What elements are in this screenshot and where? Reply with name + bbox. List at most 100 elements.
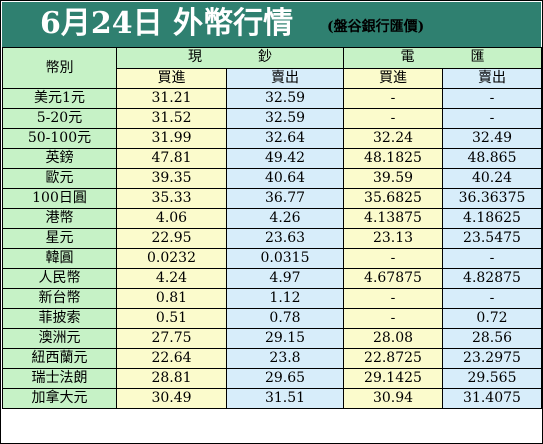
wire-group-char-1: 電 [400,49,415,66]
cash-buy-cell: 27.75 [116,328,227,349]
cash-buy-cell: 30.49 [116,388,227,409]
cash-group-char-1: 現 [188,49,202,66]
cash-sell-cell: 32.59 [226,108,344,129]
wire-buy-header: 買進 [343,67,443,89]
wire-sell-header: 賣出 [442,67,542,89]
cash-buy-header: 買進 [116,67,227,89]
currency-cell: 韓圓 [2,248,117,269]
cash-buy-cell: 47.81 [116,148,227,169]
wire-buy-cell: 28.08 [343,328,443,349]
currency-cell: 人民幣 [2,268,117,289]
table-row: 100日圓 35.33 36.77 35.6825 36.36375 [2,188,542,209]
wire-sell-cell: 28.56 [442,328,542,349]
currency-cell: 100日圓 [2,188,117,209]
table-row: 新台幣 0.81 1.12- - [2,288,542,309]
table-row: 菲披索 0.51 0.78-0.72 [2,308,542,329]
table-row: 韓圓 0.0232 0.0315- - [2,248,542,269]
table-row: 人民幣 4.24 4.97 4.67875 4.82875 [2,268,542,289]
cash-group-header: 現鈔 [116,47,344,69]
currency-cell: 澳洲元 [2,328,117,349]
wire-buy-cell: 48.1825 [343,148,443,169]
wire-buy-cell: - [343,108,443,129]
cash-sell-cell: 0.78 [226,308,344,329]
table-row: 星元 22.95 23.63 23.13 23.5475 [2,228,542,249]
wire-buy-cell: 32.24 [343,128,443,149]
wire-buy-cell: - [343,288,443,309]
cash-sell-cell: 32.64 [226,128,344,149]
table-row: 美元1元 31.21 32.59- - [2,88,542,109]
table-row: 50-100元 31.99 32.64 32.24 32.49 [2,128,542,149]
wire-sell-cell: - [442,108,542,129]
cash-sell-cell: 4.97 [226,268,344,289]
wire-sell-cell: 36.36375 [442,188,542,209]
wire-buy-cell: - [343,308,443,329]
cash-buy-cell: 4.24 [116,268,227,289]
cash-buy-cell: 0.0232 [116,248,227,269]
cash-sell-cell: 23.8 [226,348,344,369]
cash-sell-cell: 0.0315 [226,248,344,269]
cash-buy-cell: 22.64 [116,348,227,369]
currency-cell: 星元 [2,228,117,249]
wire-buy-cell: 30.94 [343,388,443,409]
cash-sell-cell: 40.64 [226,168,344,189]
rate-rows: 美元1元 31.21 32.59- -5-20元 31.52 32.59- -50-100元… [2,88,542,409]
currency-cell: 瑞士法朗 [2,368,117,389]
wire-buy-cell: 29.1425 [343,368,443,389]
currency-header: 幣別 [2,47,117,89]
cash-buy-cell: 28.81 [116,368,227,389]
cash-buy-cell: 35.33 [116,188,227,209]
wire-buy-cell: 4.13875 [343,208,443,229]
cash-sell-cell: 1.12 [226,288,344,309]
page-title: 6月24日 外幣行情 [40,6,294,41]
cash-sell-cell: 29.15 [226,328,344,349]
cash-buy-cell: 31.99 [116,128,227,149]
cash-sell-cell: 23.63 [226,228,344,249]
currency-cell: 紐西蘭元 [2,348,117,369]
wire-buy-cell: 22.8725 [343,348,443,369]
wire-buy-cell: 23.13 [343,228,443,249]
cash-sell-cell: 36.77 [226,188,344,209]
cash-buy-cell: 39.35 [116,168,227,189]
cash-buy-cell: 0.81 [116,288,227,309]
wire-sell-cell: 23.5475 [442,228,542,249]
wire-buy-cell: 4.67875 [343,268,443,289]
currency-cell: 港幣 [2,208,117,229]
wire-sell-cell: 32.49 [442,128,542,149]
cash-sell-cell: 4.26 [226,208,344,229]
table-row: 5-20元 31.52 32.59- - [2,108,542,129]
cash-sell-cell: 29.65 [226,368,344,389]
wire-sell-cell: 29.565 [442,368,542,389]
cash-buy-cell: 22.95 [116,228,227,249]
currency-cell: 美元1元 [2,88,117,109]
wire-sell-cell: 0.72 [442,308,542,329]
cash-sell-cell: 49.42 [226,148,344,169]
currency-cell: 歐元 [2,168,117,189]
cash-buy-cell: 31.52 [116,108,227,129]
wire-group-char-2: 匯 [470,49,485,66]
table-row: 加拿大元 30.49 31.51 30.94 31.4075 [2,388,542,409]
cash-buy-cell: 0.51 [116,308,227,329]
wire-sell-cell: 4.18625 [442,208,542,229]
page-subtitle: (盤谷銀行匯價) [327,19,425,35]
table-row: 瑞士法朗 28.81 29.65 29.1425 29.565 [2,368,542,389]
wire-sell-cell: - [442,288,542,309]
wire-sell-cell: 48.865 [442,148,542,169]
wire-sell-cell: 4.82875 [442,268,542,289]
table-row: 英鎊 47.81 49.42 48.1825 48.865 [2,148,542,169]
wire-group-header: 電匯 [343,47,542,69]
cash-sell-cell: 31.51 [226,388,344,409]
wire-sell-cell: - [442,248,542,269]
cash-buy-cell: 31.21 [116,88,227,109]
wire-sell-cell: 31.4075 [442,388,542,409]
cash-group-char-2: 鈔 [258,49,272,66]
table-row: 港幣 4.06 4.26 4.13875 4.18625 [2,208,542,229]
cash-sell-header: 賣出 [226,67,344,89]
wire-sell-cell: 23.2975 [442,348,542,369]
rates-table: 幣別 現鈔 電匯 買進 賣出 買進 賣出 美元1元 31.21 32.59- -5-2… [2,47,542,409]
currency-cell: 50-100元 [2,128,117,149]
currency-cell: 英鎊 [2,148,117,169]
currency-cell: 5-20元 [2,108,117,129]
currency-cell: 新台幣 [2,288,117,309]
currency-cell: 菲披索 [2,308,117,329]
